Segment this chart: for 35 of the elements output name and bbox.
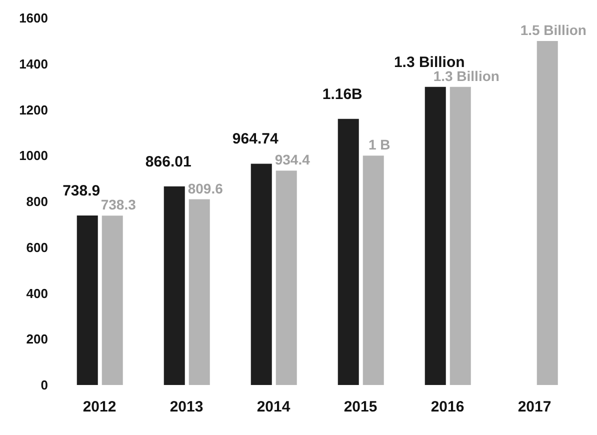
y-tick-label: 1200 [19, 102, 48, 118]
y-tick-label: 1000 [19, 148, 48, 164]
x-tick-label: 2014 [256, 398, 291, 416]
x-tick-label: 2015 [344, 398, 378, 416]
annotation: 1 B [368, 136, 390, 153]
annotation: 1.5 Billion [520, 22, 586, 38]
data-label: 964.74 [232, 130, 279, 148]
data-label: 738.9 [62, 182, 100, 200]
bar [338, 118, 359, 385]
bar [188, 199, 210, 385]
bar [450, 86, 471, 385]
data-label: 866.01 [145, 153, 192, 170]
y-tick-label: 0 [40, 378, 48, 393]
bar [250, 164, 272, 385]
bar [276, 170, 297, 385]
y-tick-label: 200 [26, 332, 48, 347]
bar [102, 216, 123, 385]
data-label: 934.4 [274, 152, 310, 168]
y-tick-label: 800 [26, 194, 48, 210]
data-label: 738.3 [100, 196, 136, 213]
bar [164, 186, 185, 385]
y-tick-label: 400 [26, 286, 48, 301]
y-tick-label: 1400 [19, 56, 48, 72]
x-tick-label: 2017 [518, 398, 552, 416]
bar [424, 86, 446, 385]
x-tick-label: 2013 [170, 398, 204, 416]
x-tick-label: 2012 [82, 398, 116, 416]
bar [362, 156, 384, 385]
annotation: 1.16B [322, 86, 363, 103]
y-tick-label: 1600 [19, 10, 48, 26]
bar [76, 216, 98, 385]
data-label: 809.6 [188, 180, 224, 196]
y-tick-label: 600 [26, 240, 48, 255]
x-tick-label: 2016 [430, 398, 464, 416]
bar [536, 40, 558, 385]
